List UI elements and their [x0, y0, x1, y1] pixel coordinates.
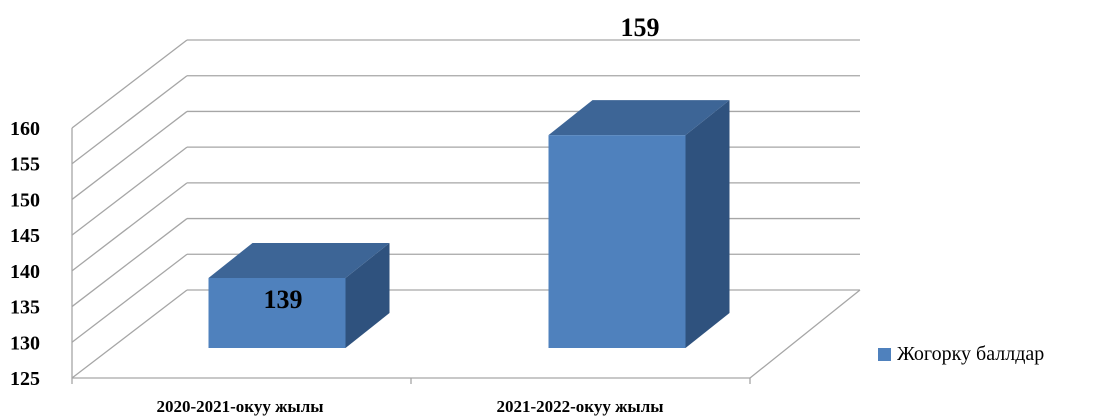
- gridline-diagonal: [71, 39, 188, 129]
- legend-label: Жогорку баллдар: [897, 343, 1045, 365]
- gridline-diagonal: [71, 182, 188, 272]
- y-tick-label: 160: [10, 118, 40, 140]
- gridlines: [71, 39, 861, 384]
- data-label: 139: [264, 285, 303, 314]
- y-tick-label: 140: [10, 261, 40, 283]
- bar: [208, 278, 346, 348]
- y-tick-label: 155: [10, 154, 40, 176]
- bar-side: [685, 100, 730, 349]
- x-tick-label: 2020-2021-окуу жылы: [156, 397, 323, 416]
- bars: [208, 100, 730, 349]
- gridline-diagonal: [71, 146, 188, 236]
- legend: Жогорку баллдар: [878, 343, 1044, 366]
- floor-right-edge: [749, 289, 861, 379]
- bar-top: [208, 243, 390, 278]
- y-tick-label: 125: [10, 368, 40, 390]
- labels: 125 130 135 140 145 150 155 160 139 159 2020-2021-…: [10, 13, 664, 416]
- y-tick-label: 130: [10, 332, 40, 354]
- bar: [548, 135, 686, 348]
- y-tick-label: 135: [10, 297, 40, 319]
- data-label: 159: [621, 13, 660, 42]
- gridline-diagonal: [71, 218, 188, 308]
- x-tick-label: 2021-2022-окуу жылы: [496, 397, 663, 416]
- bar-top: [548, 100, 730, 136]
- gridline-diagonal: [71, 110, 188, 200]
- legend-swatch: [878, 348, 891, 361]
- y-tick-label: 145: [10, 225, 40, 247]
- gridline-diagonal: [71, 75, 188, 165]
- floor-left-edge: [71, 289, 188, 379]
- gridline-diagonal: [71, 253, 188, 343]
- y-tick-label: 150: [10, 189, 40, 211]
